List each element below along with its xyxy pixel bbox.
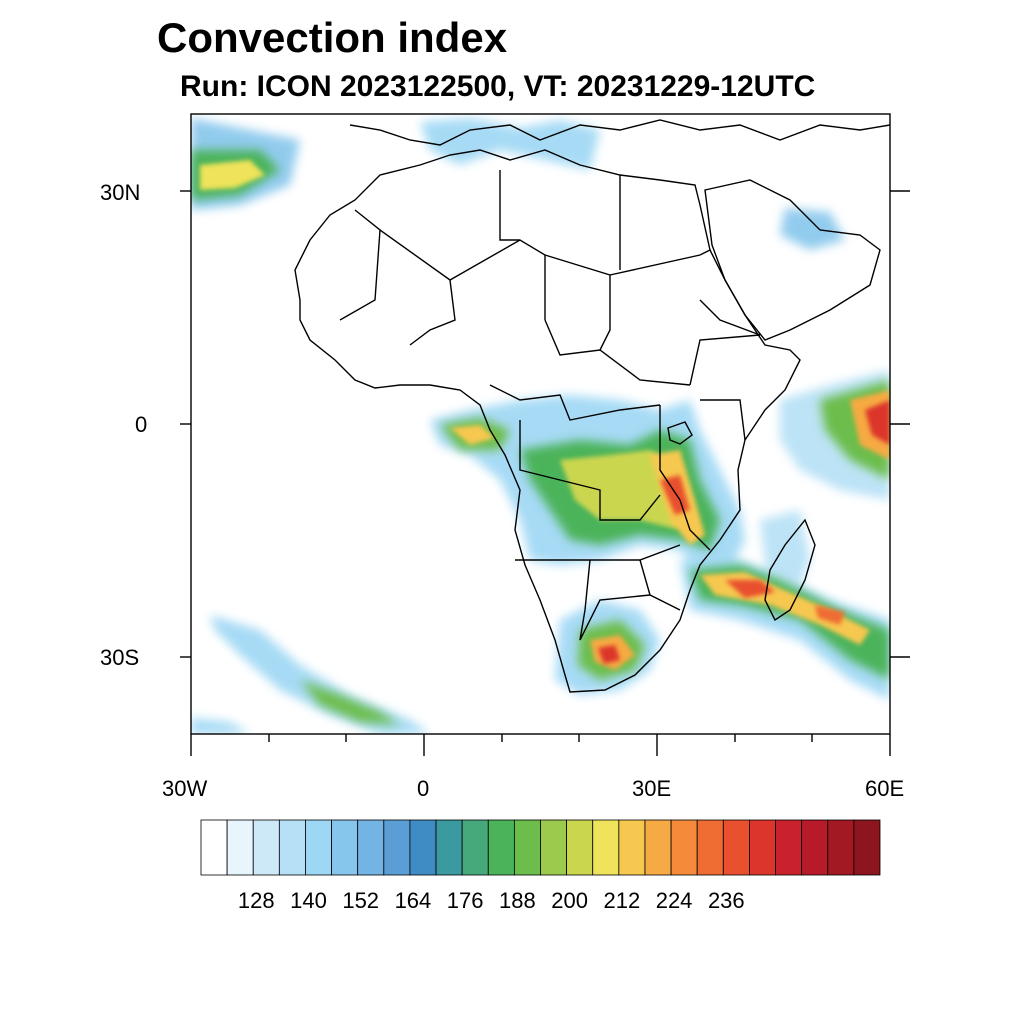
colorbar-swatch — [749, 819, 776, 876]
colorbar-label: 188 — [499, 888, 536, 913]
border-9 — [489, 384, 661, 421]
border-1 — [339, 209, 381, 321]
border-11 — [659, 405, 711, 551]
colorbar-swatch — [331, 819, 359, 876]
lon-label-30e: 30E — [632, 776, 672, 801]
colorbar-label: 128 — [237, 888, 275, 913]
border-8 — [544, 319, 691, 386]
colorbar-swatch — [200, 819, 228, 876]
lat-label-0: 0 — [135, 412, 148, 437]
colorbar-swatch — [696, 819, 724, 876]
border-5 — [609, 249, 711, 276]
africa-coastline — [294, 149, 801, 693]
run-info-subtitle: Run: ICON 2023122500, VT: 20231229-12UTC — [180, 70, 816, 103]
madagascar — [764, 518, 816, 622]
colorbar-label: 140 — [290, 888, 327, 913]
colorbar-swatch — [383, 819, 411, 876]
field-southwest-corner — [191, 718, 250, 734]
border-4 — [544, 254, 611, 351]
colorbar-label: 200 — [551, 888, 588, 913]
border-3 — [409, 279, 456, 346]
convection-field — [191, 118, 890, 734]
lake-victoria — [667, 421, 693, 445]
field-south-atlantic-core — [300, 680, 400, 725]
arabian-peninsula — [704, 179, 881, 341]
border-13 — [515, 544, 681, 561]
colorbar-label: 212 — [603, 888, 641, 913]
border-6 — [499, 170, 520, 241]
colorbar-swatch — [226, 819, 254, 876]
colorbar-swatch — [775, 819, 803, 876]
colorbar-swatch — [644, 819, 672, 876]
map-frame — [180, 113, 910, 756]
border-12 — [700, 399, 746, 441]
colorbar-label: 176 — [446, 888, 484, 913]
border-14 — [579, 559, 681, 641]
colorbar-swatch — [357, 819, 385, 876]
field-mediterranean — [420, 118, 600, 170]
colorbar-swatch — [435, 819, 463, 876]
colorbar-swatch — [409, 819, 437, 876]
colorbar-swatch — [278, 819, 306, 876]
lon-label-60e: 60E — [865, 776, 905, 801]
coastlines — [294, 119, 890, 693]
lat-label-30s: 30S — [100, 645, 140, 670]
colorbar-swatch — [592, 819, 620, 876]
colorbar-label: 224 — [655, 888, 693, 913]
europe-coast — [349, 119, 890, 146]
colorbar-swatch — [252, 819, 280, 876]
border-15 — [639, 559, 651, 596]
colorbar-label: 152 — [342, 888, 380, 913]
colorbar-swatch — [566, 819, 594, 876]
colorbar-swatch — [618, 819, 646, 876]
colorbar-swatch — [305, 819, 332, 876]
lon-label-30w: 30W — [162, 776, 208, 801]
border-10 — [519, 420, 661, 521]
colorbar-swatch — [540, 819, 568, 876]
lat-label-30n: 30N — [100, 180, 141, 205]
border-16 — [689, 299, 761, 386]
colorbar-swatch — [670, 819, 698, 876]
colorbar-label: 164 — [394, 888, 432, 913]
colorbar-swatch — [513, 819, 541, 876]
chart-title: Convection index — [157, 14, 508, 61]
colorbar-swatch — [853, 819, 881, 876]
colorbar-swatch — [461, 819, 489, 876]
colorbar-swatch — [722, 819, 750, 876]
colorbar-swatch — [827, 819, 855, 876]
field-arabia — [780, 208, 845, 250]
colorbar-swatch — [487, 819, 515, 876]
lon-label-0: 0 — [417, 776, 430, 801]
colorbar-swatch — [801, 819, 829, 876]
field-south-atlantic-band — [210, 615, 430, 734]
colorbar-label: 236 — [707, 888, 745, 913]
